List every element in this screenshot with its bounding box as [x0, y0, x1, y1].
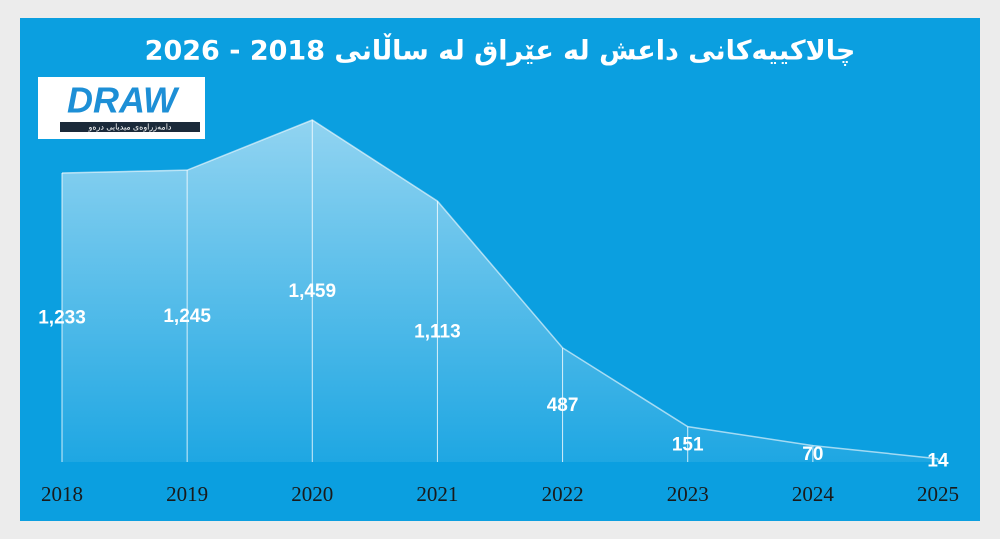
x-tick-label: 2023 [667, 482, 709, 506]
logo: DRAW دامەزراوەی میدیایی درەو [38, 77, 205, 139]
value-label: 1,233 [38, 308, 86, 329]
x-tick-label: 2025 [917, 482, 959, 506]
x-tick-label: 2021 [416, 482, 458, 506]
value-label: 151 [672, 434, 704, 455]
logo-tagline: دامەزراوەی میدیایی درەو [87, 123, 171, 132]
value-label: 1,459 [289, 281, 337, 302]
value-label: 1,245 [163, 306, 211, 327]
area [62, 120, 938, 462]
value-label: 14 [927, 450, 949, 471]
x-tick-label: 2024 [792, 482, 835, 506]
value-label: 1,113 [414, 322, 461, 343]
x-tick-label: 2018 [41, 482, 83, 506]
chart-title: چالاکییەکانی داعش لە عێراق لە ساڵانی 201… [145, 34, 856, 67]
x-tick-label: 2022 [542, 482, 584, 506]
value-label: 70 [802, 444, 823, 465]
logo-bar [60, 122, 200, 132]
logo-name: DRAW [67, 80, 180, 121]
line [61, 119, 939, 460]
x-tick-label: 2019 [166, 482, 208, 506]
x-tick-label: 2020 [291, 482, 333, 506]
value-label: 487 [547, 395, 579, 416]
